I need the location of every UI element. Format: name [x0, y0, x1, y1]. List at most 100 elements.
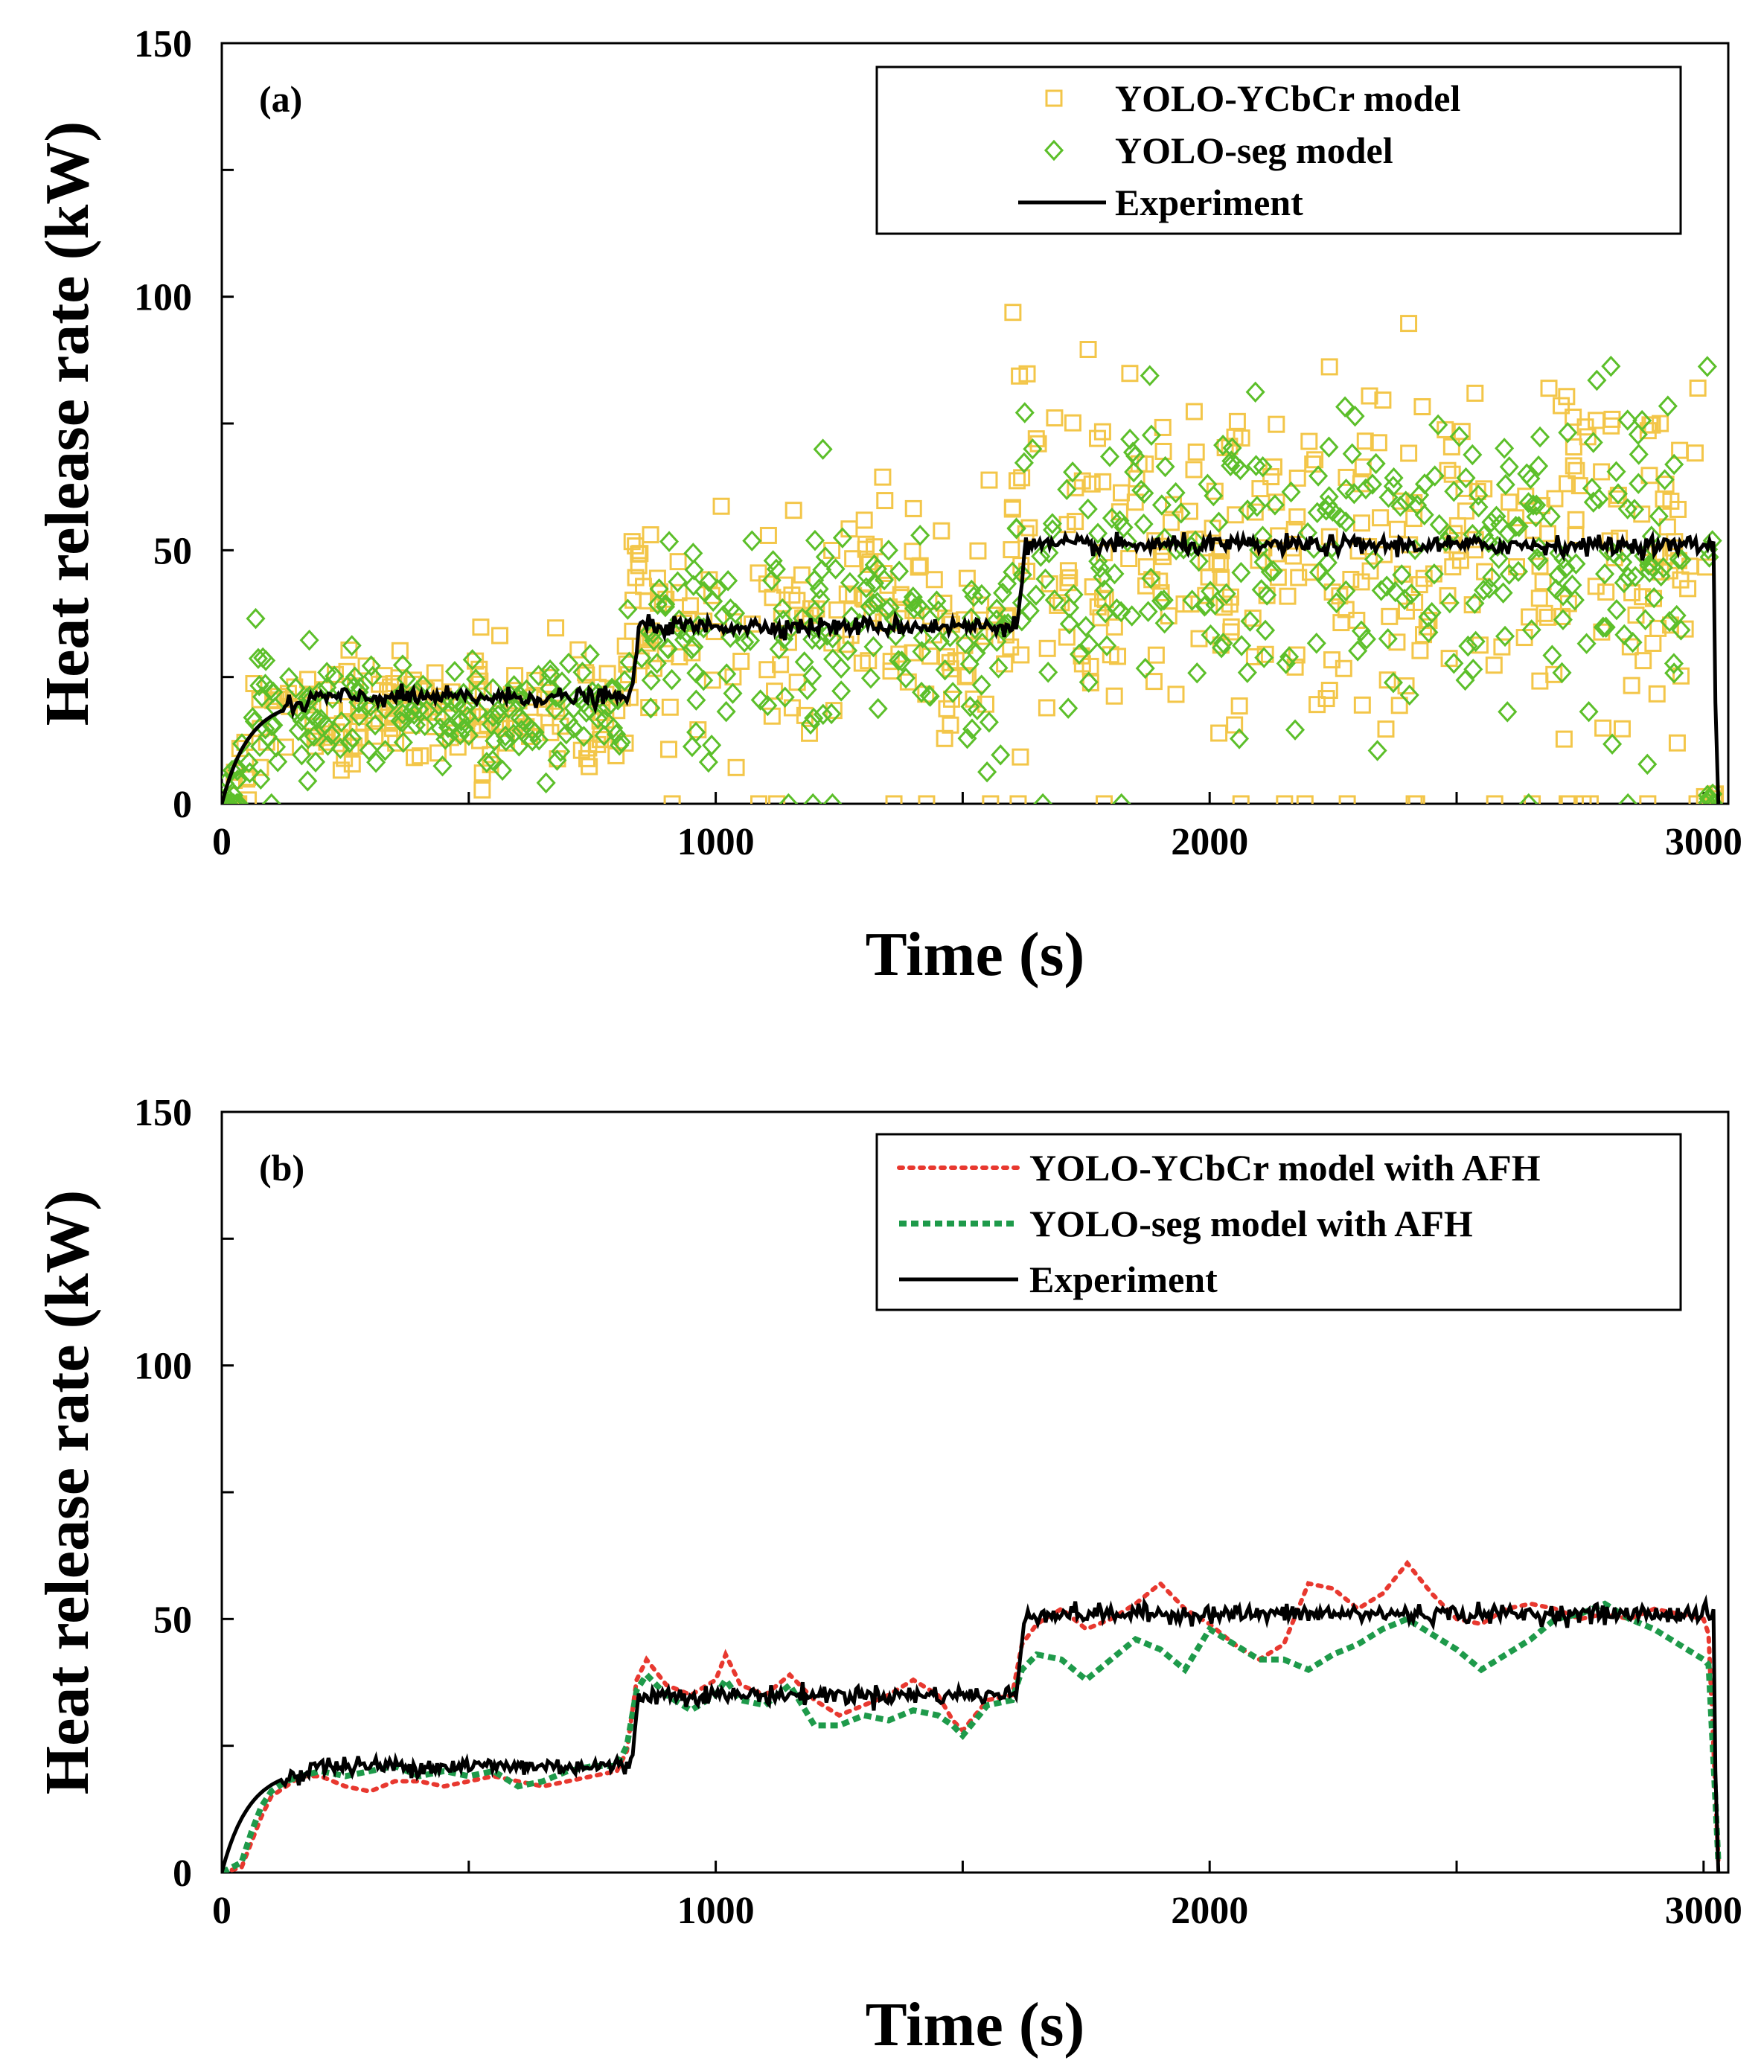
seg-point [1644, 586, 1664, 609]
seg-point [1317, 551, 1338, 574]
seg-point [763, 550, 783, 572]
seg-point [943, 682, 963, 703]
ycbcr-point [627, 569, 645, 586]
ycbcr-point [1493, 638, 1511, 656]
seg-point [904, 598, 924, 619]
seg-point [1141, 424, 1161, 446]
ycbcr-point [663, 795, 681, 804]
seg-point [1506, 516, 1526, 537]
ycbcr-point [1004, 304, 1022, 322]
y-tick-label: 150 [134, 1092, 192, 1134]
seg-point [359, 739, 379, 761]
seg-point [1664, 453, 1684, 476]
ycbcr-point [1634, 588, 1652, 606]
seg-point [683, 575, 703, 596]
seg-point [392, 654, 412, 676]
seg-point [1449, 426, 1469, 447]
seg-point [556, 723, 576, 745]
seg-point [1330, 507, 1350, 528]
ycbcr-point [768, 795, 786, 804]
ycbcr-point [1524, 522, 1542, 540]
seg-point [1495, 625, 1515, 648]
legend-label-experiment: Experiment [1029, 1259, 1218, 1300]
ycbcr-point [342, 738, 360, 756]
seg-point [558, 652, 579, 674]
ycbcr-point [1185, 461, 1203, 479]
seg-point [1319, 486, 1339, 508]
seg-point [268, 751, 288, 773]
seg-point [1602, 733, 1623, 755]
seg-point [962, 718, 982, 740]
seg-point [1138, 601, 1158, 622]
seg-point [838, 639, 858, 662]
series-line-experiment [222, 1594, 1721, 1873]
seg-point [482, 749, 502, 771]
seg-point [1182, 589, 1202, 611]
y-tick-label: 0 [173, 784, 192, 826]
ycbcr-point [506, 667, 524, 685]
ycbcr-point [1012, 748, 1029, 766]
ycbcr-point [1187, 443, 1205, 461]
seg-point [393, 732, 413, 753]
seg-point [1155, 455, 1175, 478]
seg-point [1392, 564, 1412, 586]
ycbcr-point [1668, 734, 1686, 752]
x-tick-label: 1000 [677, 1890, 755, 1932]
seg-point [1671, 619, 1691, 641]
seg-point [1351, 620, 1372, 642]
ycbcr-point [1356, 432, 1374, 450]
seg-point [1553, 609, 1573, 630]
seg-point [908, 595, 928, 617]
seg-point [615, 670, 635, 692]
seg-point [1378, 486, 1399, 508]
seg-point [1606, 461, 1626, 482]
ycbcr-point [764, 589, 782, 607]
seg-point [604, 717, 624, 739]
seg-point [1044, 589, 1064, 611]
ycbcr-point [876, 492, 894, 510]
ycbcr-point [607, 746, 625, 764]
seg-point [822, 793, 843, 804]
seg-point [1639, 554, 1659, 576]
seg-point [1141, 567, 1161, 589]
ycbcr-point [936, 729, 953, 747]
seg-point [803, 793, 823, 804]
ycbcr-point [1300, 432, 1318, 450]
seg-point [1649, 505, 1669, 528]
seg-point [304, 725, 324, 747]
ycbcr-point [1073, 472, 1091, 490]
seg-point [366, 752, 386, 773]
y-tick-label: 100 [134, 277, 192, 319]
seg-point [1111, 601, 1131, 623]
seg-point [429, 694, 449, 716]
ycbcr-point [1413, 397, 1431, 415]
seg-point [740, 630, 761, 651]
ycbcr-point [631, 545, 649, 563]
seg-point [794, 651, 814, 673]
ycbcr-point [1531, 672, 1549, 690]
ycbcr-point [598, 665, 616, 682]
seg-point [1345, 405, 1365, 427]
ycbcr-point [982, 795, 1000, 804]
seg-point [611, 731, 631, 753]
seg-point [960, 696, 980, 717]
seg-point [889, 650, 909, 671]
ycbcr-point [1672, 571, 1690, 589]
seg-point [1151, 494, 1172, 516]
seg-point [718, 570, 738, 592]
seg-point [307, 708, 327, 730]
ycbcr-point [1439, 586, 1457, 604]
ycbcr-point [1531, 557, 1549, 575]
legend-marker-seg [1044, 139, 1064, 162]
seg-point [1362, 473, 1383, 495]
seg-point [1617, 498, 1637, 519]
seg-point [1526, 506, 1546, 528]
ycbcr-point [1411, 642, 1429, 659]
seg-point [1617, 409, 1637, 431]
seg-point [682, 638, 702, 660]
seg-point [1664, 662, 1684, 684]
seg-point [1384, 467, 1404, 489]
seg-point [802, 628, 822, 650]
seg-point [1672, 549, 1692, 571]
seg-point [1669, 548, 1689, 570]
